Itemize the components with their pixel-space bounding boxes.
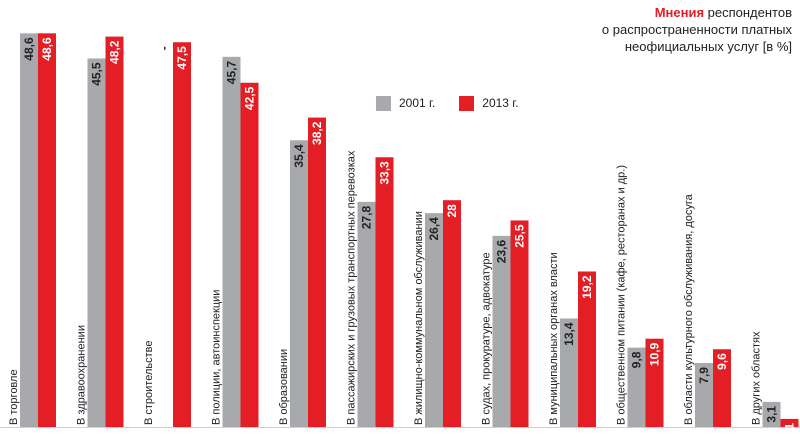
legend-swatch-2013 xyxy=(459,95,475,111)
bar-value-label: 45,7 xyxy=(225,61,239,85)
bar-2013 xyxy=(38,33,56,428)
bar-value-label: 25,5 xyxy=(513,224,527,248)
title-line1: респондентов xyxy=(704,5,792,20)
bar-value-label: 47,5 xyxy=(175,46,189,70)
bar-2001 xyxy=(492,235,511,427)
bar-value-label: 9,6 xyxy=(715,353,729,370)
bar-value-label: 19,2 xyxy=(580,275,594,299)
bar-value-label: 3,1 xyxy=(765,406,779,423)
bar-value-label: 9,8 xyxy=(630,351,644,368)
bar-value-label: 42,5 xyxy=(243,86,257,110)
category-label: В общественном питании (кафе, ресторанах… xyxy=(616,165,628,425)
category-label: В жилищно-коммунальном обслуживании xyxy=(413,211,425,425)
legend: 2001 г. 2013 г. xyxy=(376,93,543,113)
bar-value-label: 48,6 xyxy=(40,37,54,61)
bar-2013 xyxy=(443,200,461,427)
bar-2001 xyxy=(425,213,443,427)
bar-value-label: 28 xyxy=(445,204,459,218)
category-label: В других областях xyxy=(751,331,763,425)
title-line2: о распространенности платных xyxy=(601,22,792,37)
bar-2001 xyxy=(762,401,781,427)
bar-2001 xyxy=(357,201,376,427)
bar-value-label: 10,9 xyxy=(648,342,662,366)
bar-value-label: 13,4 xyxy=(562,322,576,346)
bar-2013 xyxy=(308,117,326,427)
legend-label-2001: 2001 г. xyxy=(399,96,436,110)
category-label: В области культурного обслуживания, досу… xyxy=(683,193,695,425)
bar-2013 xyxy=(510,220,529,427)
bar-value-label: 45,5 xyxy=(90,62,104,86)
bar-2001 xyxy=(695,363,713,427)
bar-2001 xyxy=(87,58,106,427)
category-label: В образовании xyxy=(278,349,290,425)
bar-2001 xyxy=(222,56,241,428)
bar-value-label: 48,6 xyxy=(22,37,36,61)
bar-value-label: 26,4 xyxy=(427,217,441,241)
bar-value-label: 38,2 xyxy=(310,121,324,145)
category-label: В строительстве xyxy=(143,340,155,425)
legend-label-2013: 2013 г. xyxy=(482,96,519,110)
category-label: В торговле xyxy=(8,369,20,425)
bar-2013 xyxy=(780,418,799,427)
bar-value-label: - xyxy=(157,46,171,50)
bar-2013 xyxy=(105,36,124,428)
category-label: В муниципальных органах власти xyxy=(548,252,560,425)
bar-value-label: 48,2 xyxy=(108,40,122,64)
bar-2013 xyxy=(578,271,596,427)
category-label: В пассажирских и грузовых транспортных п… xyxy=(346,150,358,425)
bar-value-label: 23,6 xyxy=(495,240,509,264)
bar-2001 xyxy=(20,33,38,428)
bar-2013 xyxy=(645,338,664,427)
title-highlight: Мнения xyxy=(654,5,705,20)
category-label: В здравоохранении xyxy=(76,325,88,425)
bar-2001 xyxy=(627,347,646,427)
category-label: В полиции, автоинспекции xyxy=(211,290,223,425)
bar-2001 xyxy=(560,318,578,427)
bar-value-label: 7,9 xyxy=(697,367,711,384)
title-line3: неофициальных услуг [в %] xyxy=(624,39,792,54)
chart-title: Мнения респондентов о распространенности… xyxy=(492,4,792,55)
bar-2013 xyxy=(375,157,394,427)
bar-2013 xyxy=(240,82,259,427)
bar-2013 xyxy=(713,349,731,427)
bar-2001 xyxy=(290,140,308,427)
bar-value-label: 35,4 xyxy=(292,144,306,168)
legend-swatch-2001 xyxy=(376,95,391,111)
bar-value-label: 27,8 xyxy=(360,205,374,229)
bar-2013 xyxy=(173,42,191,427)
bar-value-label: 33,3 xyxy=(378,161,392,185)
bar-value-label: 1 xyxy=(783,423,797,430)
category-label: В судах, прокуратуре, адвокатуре xyxy=(481,252,493,425)
